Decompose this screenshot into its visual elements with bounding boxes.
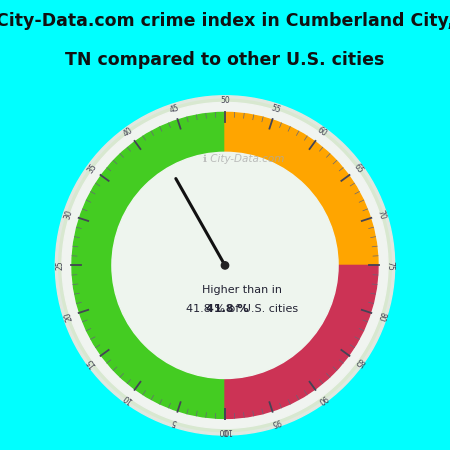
Text: TN compared to other U.S. cities: TN compared to other U.S. cities xyxy=(65,51,385,69)
Text: 75: 75 xyxy=(385,261,394,270)
Text: 30: 30 xyxy=(63,208,74,220)
Circle shape xyxy=(58,99,392,432)
Text: 0: 0 xyxy=(223,426,227,435)
Text: 95: 95 xyxy=(270,416,282,428)
Text: 5: 5 xyxy=(171,417,178,427)
Circle shape xyxy=(55,96,395,435)
Text: 85: 85 xyxy=(352,356,365,369)
Circle shape xyxy=(112,152,338,378)
Text: 90: 90 xyxy=(315,392,328,405)
Wedge shape xyxy=(225,266,378,418)
Text: 100: 100 xyxy=(218,426,232,435)
Text: 55: 55 xyxy=(270,103,282,115)
Text: 15: 15 xyxy=(86,356,98,369)
Circle shape xyxy=(221,262,229,269)
Text: 10: 10 xyxy=(122,392,135,405)
Text: 45: 45 xyxy=(168,103,180,115)
Text: 41.8 % of U.S. cities: 41.8 % of U.S. cities xyxy=(185,304,298,314)
Circle shape xyxy=(62,103,388,428)
Text: Higher than in: Higher than in xyxy=(202,285,282,295)
Text: 40: 40 xyxy=(122,126,135,139)
Text: 50: 50 xyxy=(220,96,230,105)
Text: 41.8 %: 41.8 % xyxy=(206,304,249,314)
Text: 80: 80 xyxy=(376,310,387,322)
Wedge shape xyxy=(72,112,225,418)
Text: 25: 25 xyxy=(56,261,65,270)
Text: ℹ City-Data.com: ℹ City-Data.com xyxy=(203,154,285,164)
Text: 35: 35 xyxy=(86,162,98,175)
Text: 20: 20 xyxy=(63,310,74,322)
Text: 65: 65 xyxy=(352,162,365,175)
Text: 70: 70 xyxy=(376,208,387,220)
Text: 60: 60 xyxy=(315,126,328,139)
Wedge shape xyxy=(225,112,378,266)
Text: City-Data.com crime index in Cumberland City,: City-Data.com crime index in Cumberland … xyxy=(0,13,450,31)
